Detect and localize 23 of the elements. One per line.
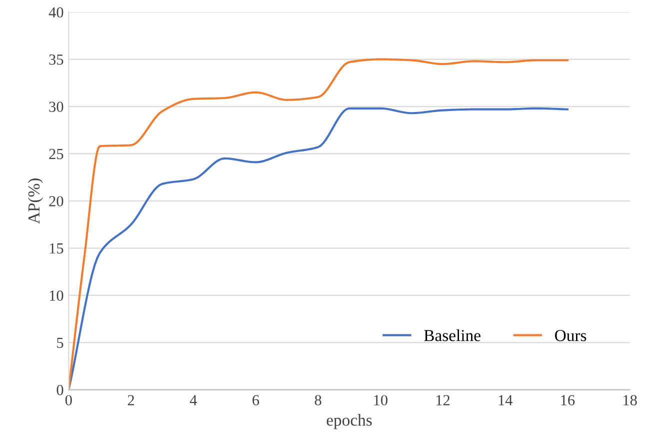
x-tick-label: 18: [624, 395, 637, 406]
y-axis-title: AP(%): [28, 178, 43, 224]
y-tick-label: 35: [49, 54, 64, 65]
legend-label: Ours: [555, 330, 586, 342]
x-tick-label: 0: [65, 395, 72, 406]
x-tick-label: 2: [128, 395, 134, 406]
x-tick-label: 16: [561, 395, 575, 406]
y-tick-label: 30: [49, 102, 64, 112]
x-tick-label: 10: [374, 395, 388, 406]
x-tick-label: 4: [190, 395, 197, 406]
x-tick-label: 6: [252, 395, 260, 406]
x-tick-label: 14: [498, 395, 513, 406]
y-tick-label: 25: [49, 148, 64, 160]
legend-label: Baseline: [424, 329, 480, 342]
y-tick-label: 10: [50, 290, 64, 301]
x-tick-label: 8: [314, 395, 322, 406]
x-tick-label: 12: [436, 395, 450, 406]
y-tick-label: 0: [56, 384, 64, 396]
y-tick-label: 15: [50, 243, 64, 254]
y-tick-label: 40: [48, 7, 64, 18]
y-tick-label: 20: [49, 196, 64, 206]
y-tick-label: 5: [57, 338, 64, 348]
x-axis-title: epochs: [326, 414, 372, 430]
